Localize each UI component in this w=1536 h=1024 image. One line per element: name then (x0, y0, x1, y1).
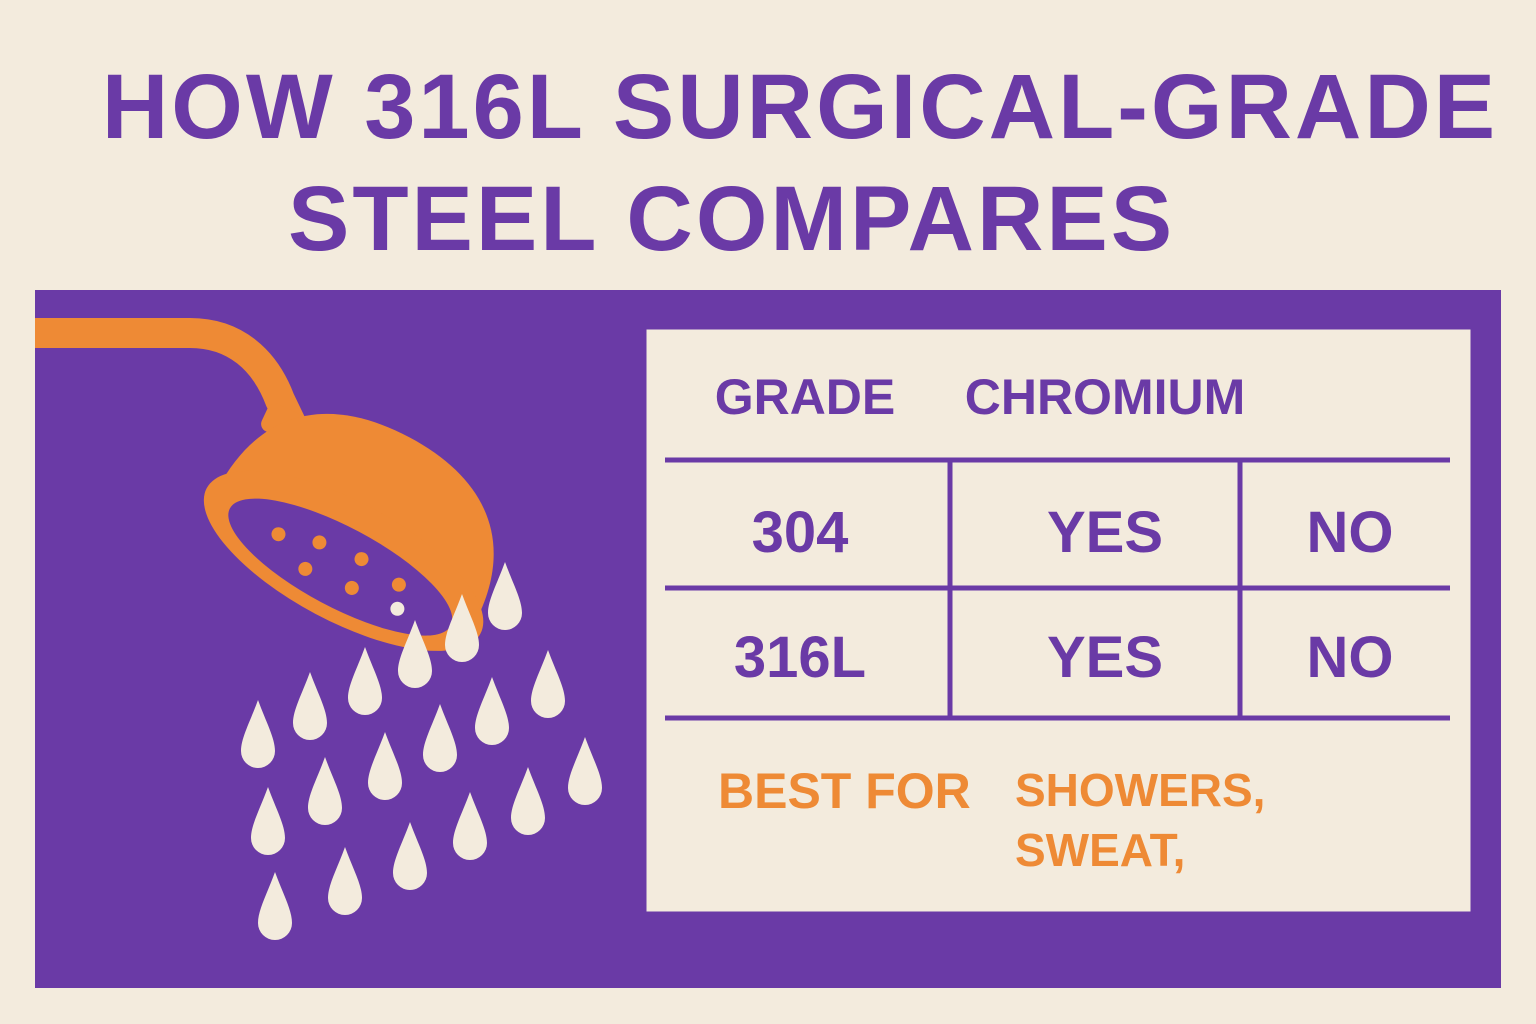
table-header: GRADE (715, 369, 896, 425)
table-header: CHROMIUM (965, 369, 1246, 425)
title-line: HOW 316L SURGICAL-GRADE (102, 56, 1498, 158)
shower-illustration (35, 318, 602, 940)
table-cell: YES (1047, 500, 1163, 565)
table-card (643, 326, 1474, 915)
table-cell: NO (1307, 625, 1394, 690)
best-for-box: SHOWERS, SWEAT, SALTWATER (1015, 764, 1294, 890)
table-cell: 304 (752, 500, 849, 565)
title-line: STEEL COMPARES (288, 168, 1175, 270)
best-for-label: BEST FOR (718, 763, 971, 819)
table-cell: NO (1307, 500, 1394, 565)
table-cell: YES (1047, 625, 1163, 690)
table-cell: 316L (734, 625, 866, 690)
best-for-value: SHOWERS, SWEAT, SALTWATER (1015, 764, 1294, 890)
